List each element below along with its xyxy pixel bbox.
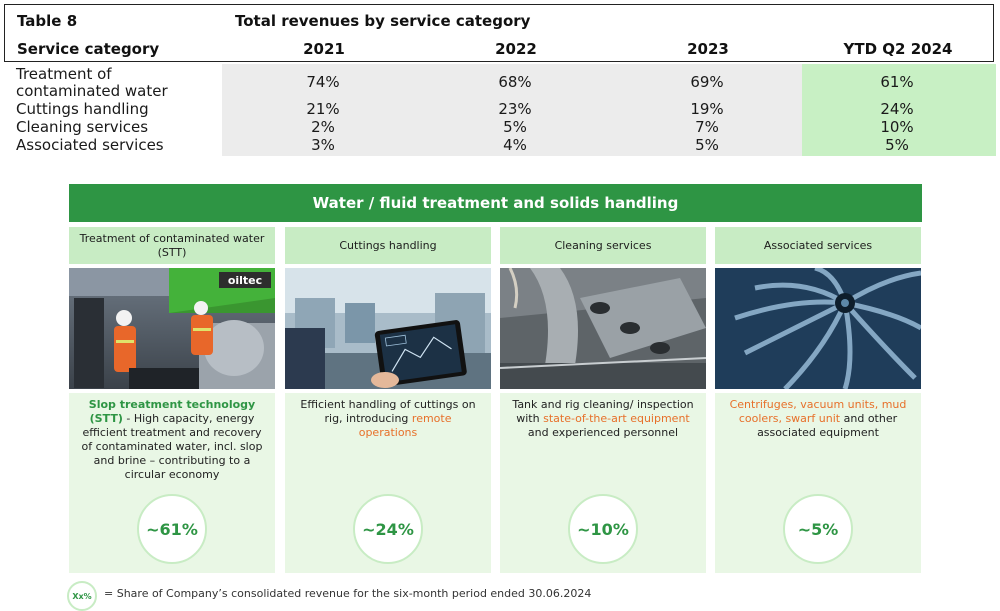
header-year-2021: 2021 xyxy=(303,40,345,58)
column-heading-associated: Associated services xyxy=(715,227,921,264)
column-heading-cuttings: Cuttings handling xyxy=(285,227,491,264)
cell-value: 5% xyxy=(885,136,909,154)
description-part: Tank and rig cleaning/ inspection with xyxy=(512,398,694,425)
header-year-2022: 2022 xyxy=(495,40,537,58)
legend-text: = Share of Company’s consolidated revenu… xyxy=(104,587,592,600)
cell-value: 24% xyxy=(880,100,914,118)
cell-value: 23% xyxy=(498,100,532,118)
header-service-category: Service category xyxy=(17,40,160,58)
table-row: Associated services 3% 4% 5% 5% xyxy=(4,137,996,155)
cell-value: 2% xyxy=(311,118,335,136)
cell-value: 21% xyxy=(306,100,340,118)
header-year-ytd: YTD Q2 2024 xyxy=(843,40,953,58)
table-gray-band xyxy=(222,64,802,156)
cell-value: 68% xyxy=(498,73,532,91)
cell-value: 19% xyxy=(690,100,724,118)
row-category-line: contaminated water xyxy=(16,82,168,100)
photo-tank-cleaning xyxy=(500,268,706,389)
description-part: - High capacity, energy efficient treatm… xyxy=(81,412,263,481)
cell-value: 74% xyxy=(306,73,340,91)
photo-centrifuge xyxy=(715,268,921,389)
table-body: Treatment of contaminated water 74% 68% … xyxy=(4,64,996,156)
table-row: Treatment of contaminated water 74% 68% … xyxy=(4,66,996,100)
share-badge-stt: ~61% xyxy=(137,494,207,564)
share-badge-associated: ~5% xyxy=(783,494,853,564)
description-part: and other associated equipment xyxy=(757,412,898,439)
table-header: Table 8 Total revenues by service catego… xyxy=(4,4,994,62)
description-part: Efficient handling of cuttings on rig, i… xyxy=(300,398,476,425)
row-category-line: Treatment of xyxy=(16,65,112,83)
description-part: Centrifuges, vacuum units, mud coolers, … xyxy=(729,398,907,425)
description-part: state-of-the-art equipment xyxy=(543,412,690,425)
cell-value: 7% xyxy=(695,118,719,136)
cell-value: 5% xyxy=(695,136,719,154)
cell-value: 61% xyxy=(880,73,914,91)
cell-value: 5% xyxy=(503,118,527,136)
description-part: Slop treatment technology (STT) xyxy=(88,398,256,425)
share-badge-cuttings: ~24% xyxy=(353,494,423,564)
panel-banner: Water / fluid treatment and solids handl… xyxy=(69,184,922,222)
table-caption: Total revenues by service category xyxy=(235,12,531,30)
cell-value: 3% xyxy=(311,136,335,154)
photo-stt-workers: oiltec xyxy=(69,268,275,389)
photo-remote-tablet xyxy=(285,268,491,389)
table-label: Table 8 xyxy=(17,12,78,30)
cell-value: 69% xyxy=(690,73,724,91)
cell-value: 4% xyxy=(503,136,527,154)
row-category: Cleaning services xyxy=(16,118,149,136)
description-part: and experienced personnel xyxy=(527,426,679,439)
column-heading-cleaning: Cleaning services xyxy=(500,227,706,264)
column-heading-stt: Treatment of contaminated water (STT) xyxy=(69,227,275,264)
row-category: Cuttings handling xyxy=(16,100,149,118)
table-highlight-column xyxy=(802,64,996,156)
share-badge-cleaning: ~10% xyxy=(568,494,638,564)
cell-value: 10% xyxy=(880,118,914,136)
description-part: remote operations xyxy=(358,412,452,439)
photo-logo-text: oiltec xyxy=(228,274,262,287)
table-row: Cleaning services 2% 5% 7% 10% xyxy=(4,119,996,137)
table-row: Cuttings handling 21% 23% 19% 24% xyxy=(4,101,996,119)
legend-symbol: Xx% xyxy=(67,581,97,611)
row-category: Associated services xyxy=(16,136,164,154)
header-year-2023: 2023 xyxy=(687,40,729,58)
